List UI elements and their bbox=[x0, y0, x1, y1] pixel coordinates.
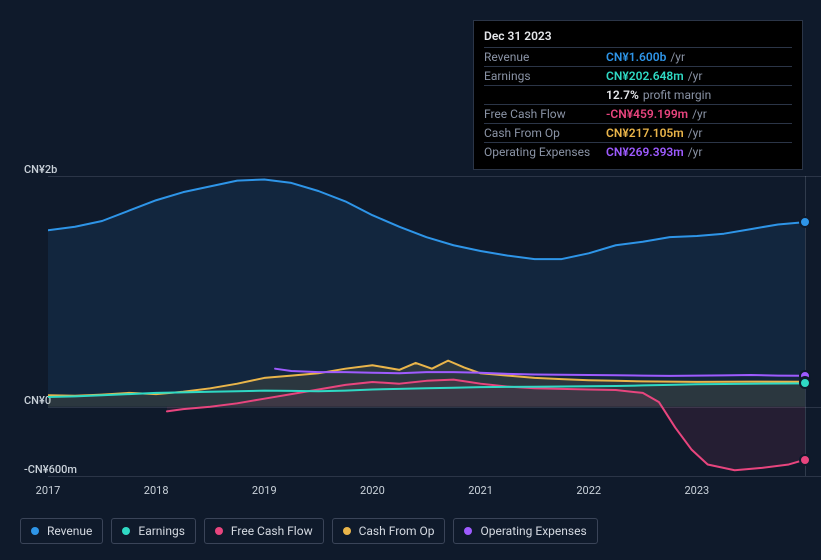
legend-swatch-icon bbox=[464, 527, 472, 535]
tooltip-label: Operating Expenses bbox=[484, 145, 606, 159]
chart-legend: Revenue Earnings Free Cash Flow Cash From O… bbox=[20, 518, 598, 544]
legend-label: Operating Expenses bbox=[480, 524, 586, 538]
tooltip-date: Dec 31 2023 bbox=[484, 27, 792, 48]
series-endpoint-earnings bbox=[799, 377, 811, 389]
tooltip-row-cfo: Cash From Op CN¥217.105m /yr bbox=[484, 124, 792, 143]
tooltip-value: -CN¥459.199m bbox=[606, 107, 688, 121]
tooltip-unit: /yr bbox=[688, 69, 703, 83]
x-tick-label: 2022 bbox=[576, 484, 601, 497]
tooltip-value: CN¥1.600b bbox=[606, 50, 666, 64]
profit-margin-value: 12.7% bbox=[606, 88, 639, 102]
tooltip-label: Cash From Op bbox=[484, 126, 606, 140]
legend-item-cash_from_op[interactable]: Cash From Op bbox=[332, 518, 446, 544]
tooltip-row-fcf: Free Cash Flow -CN¥459.199m /yr bbox=[484, 105, 792, 124]
tooltip-row-revenue: Revenue CN¥1.600b /yr bbox=[484, 48, 792, 67]
series-endpoint-free_cash_flow bbox=[799, 454, 811, 466]
tooltip-value: CN¥217.105m bbox=[606, 126, 684, 140]
legend-item-revenue[interactable]: Revenue bbox=[20, 518, 103, 544]
gridline bbox=[48, 476, 821, 477]
tooltip-row-opex: Operating Expenses CN¥269.393m /yr bbox=[484, 143, 792, 161]
tooltip-unit: /yr bbox=[688, 145, 703, 159]
tooltip-value: CN¥269.393m bbox=[606, 145, 684, 159]
chart-tooltip: Dec 31 2023 Revenue CN¥1.600b /yr Earnin… bbox=[473, 20, 803, 170]
x-tick-label: 2017 bbox=[36, 484, 61, 497]
tooltip-row-earnings: Earnings CN¥202.648m /yr bbox=[484, 67, 792, 86]
legend-label: Revenue bbox=[47, 524, 92, 538]
legend-swatch-icon bbox=[122, 527, 130, 535]
x-tick-label: 2019 bbox=[252, 484, 277, 497]
tooltip-unit: /yr bbox=[692, 107, 707, 121]
x-tick-label: 2023 bbox=[684, 484, 709, 497]
tooltip-value: CN¥202.648m bbox=[606, 69, 684, 83]
tooltip-unit: /yr bbox=[688, 126, 703, 140]
x-tick-label: 2018 bbox=[144, 484, 169, 497]
legend-item-operating_expenses[interactable]: Operating Expenses bbox=[453, 518, 597, 544]
series-endpoint-revenue bbox=[799, 216, 811, 228]
x-tick-label: 2020 bbox=[360, 484, 385, 497]
legend-label: Earnings bbox=[138, 524, 185, 538]
x-tick-label: 2021 bbox=[468, 484, 493, 497]
chart-plot bbox=[48, 176, 805, 476]
legend-label: Free Cash Flow bbox=[231, 524, 313, 538]
tooltip-label: Free Cash Flow bbox=[484, 107, 606, 121]
tooltip-label: Revenue bbox=[484, 50, 606, 64]
tooltip-profit-margin: 12.7% profit margin bbox=[484, 86, 792, 105]
legend-swatch-icon bbox=[215, 527, 223, 535]
legend-item-free_cash_flow[interactable]: Free Cash Flow bbox=[204, 518, 324, 544]
legend-swatch-icon bbox=[343, 527, 351, 535]
legend-item-earnings[interactable]: Earnings bbox=[111, 518, 196, 544]
chart-container: Dec 31 2023 Revenue CN¥1.600b /yr Earnin… bbox=[0, 0, 821, 560]
profit-margin-label: profit margin bbox=[643, 88, 711, 102]
legend-label: Cash From Op bbox=[359, 524, 435, 538]
tooltip-unit: /yr bbox=[670, 50, 685, 64]
legend-swatch-icon bbox=[31, 527, 39, 535]
x-axis-labels: 2017201820192020202120222023 bbox=[48, 484, 805, 504]
tooltip-label: Earnings bbox=[484, 69, 606, 83]
y-tick-label: CN¥2b bbox=[24, 163, 57, 176]
